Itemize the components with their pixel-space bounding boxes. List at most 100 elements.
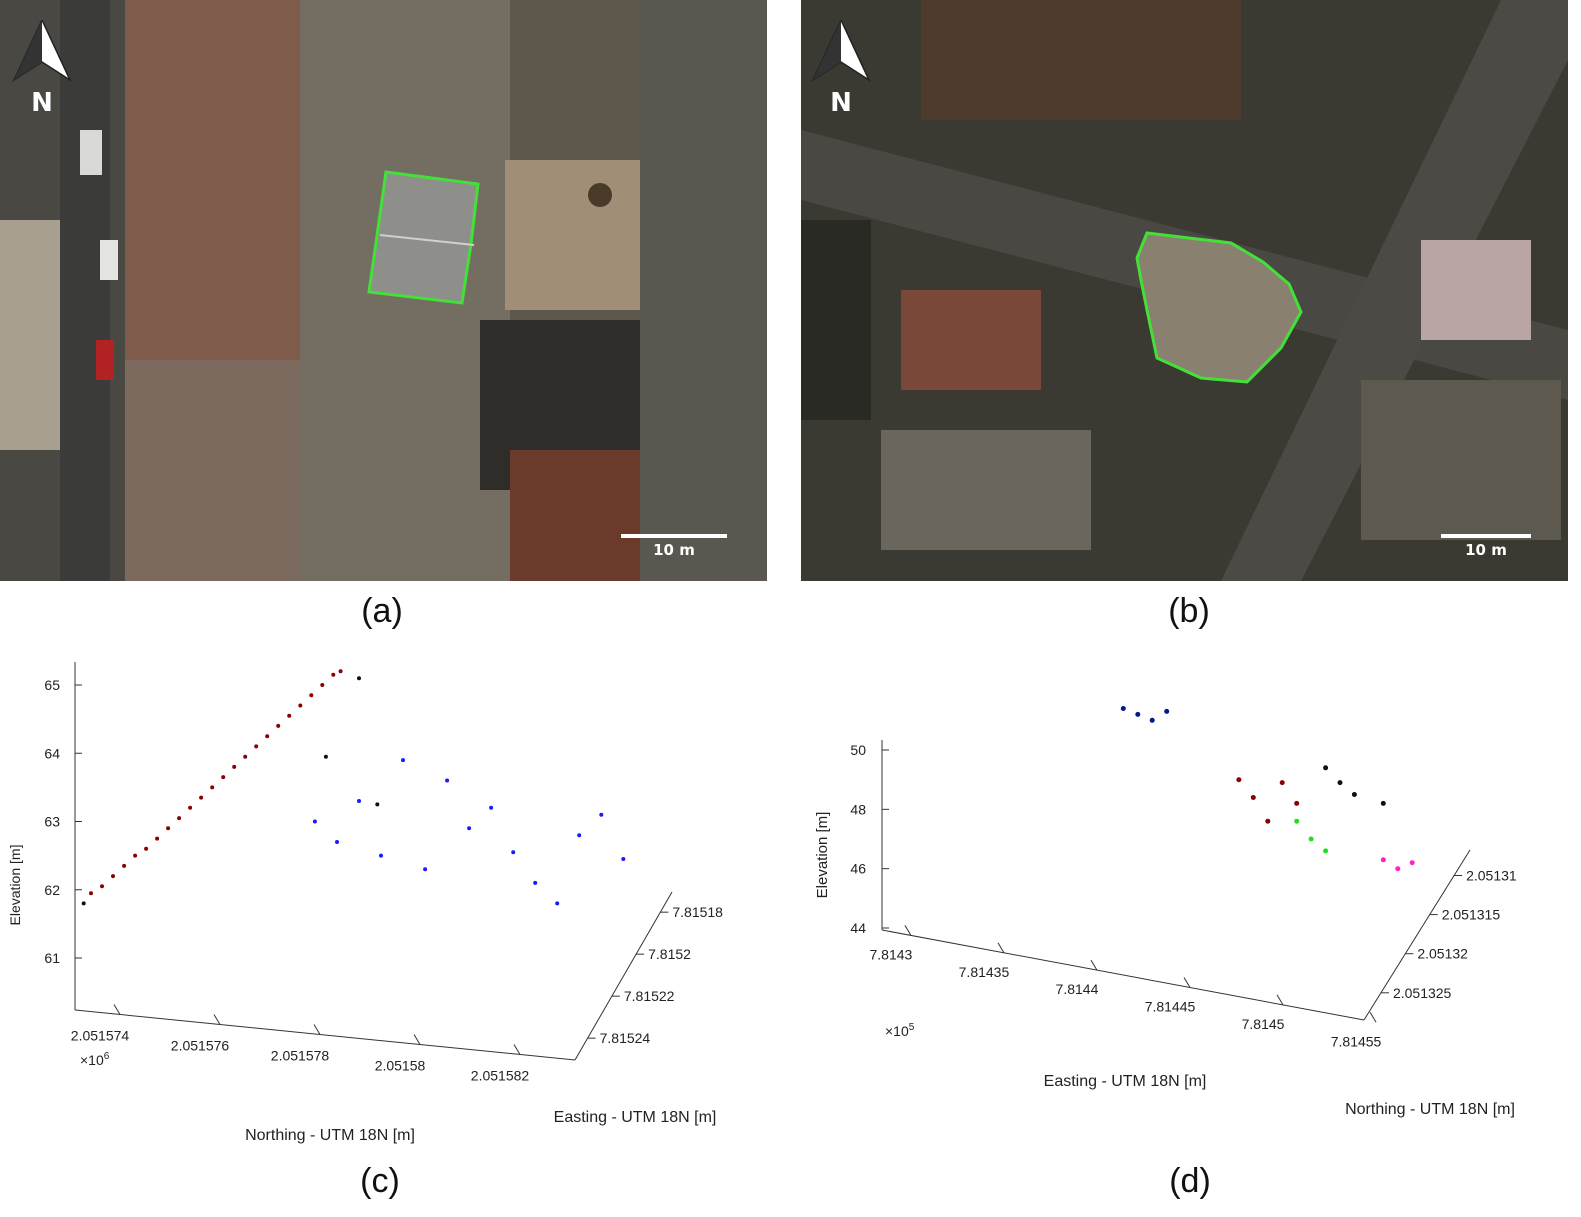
data-point: [265, 734, 270, 739]
data-point: [1351, 792, 1357, 797]
easting-tick-label: 7.81445: [1145, 999, 1196, 1015]
data-point: [1380, 857, 1386, 863]
data-point: [1409, 860, 1415, 866]
easting-tick: [997, 942, 1005, 954]
data-point: [375, 802, 380, 807]
easting-axis-line: [574, 891, 673, 1061]
data-point: [1308, 836, 1314, 842]
easting-tick: [904, 925, 912, 936]
data-point: [423, 867, 428, 872]
data-point: [276, 723, 281, 728]
building-outline-b: [1135, 231, 1303, 384]
aerial-image-b: N 10 m: [801, 0, 1568, 581]
scale-bar-b: 10 m: [1441, 534, 1531, 559]
data-point: [1149, 717, 1155, 723]
data-point: [1120, 706, 1126, 711]
data-point: [445, 778, 450, 783]
caption-d: (d): [1169, 1162, 1211, 1200]
elevation-tick-label: 65: [44, 677, 60, 693]
aerial-image-a: N 10 m: [0, 0, 767, 581]
data-point: [312, 819, 317, 824]
easting-axis-line: [881, 929, 1365, 1021]
northing-multiplier-c: ×106: [80, 1051, 110, 1068]
elevation-tick-label: 63: [44, 814, 60, 830]
data-point: [89, 891, 93, 896]
axes-frame-d: [881, 740, 1471, 1021]
northing-tick-label: 2.051576: [171, 1038, 230, 1054]
elevation-ticks-d: 44 46 48 50: [850, 742, 889, 936]
building-outline-a: [367, 170, 480, 305]
data-point: [254, 744, 259, 749]
northing-tick-label: 2.051578: [271, 1048, 330, 1064]
data-point: [401, 758, 405, 763]
data-point: [243, 754, 248, 759]
northing-tick-label: 2.05132: [1417, 946, 1468, 962]
elevation-ticks-c: 61 62 63 64 65: [44, 677, 82, 966]
scale-bar-label: 10 m: [1465, 541, 1507, 559]
data-point: [555, 901, 560, 906]
data-point: [1164, 708, 1170, 714]
northing-axis-label-c: Northing - UTM 18N [m]: [245, 1127, 415, 1144]
northing-axis-label-d: Northing - UTM 18N [m]: [1345, 1101, 1515, 1118]
data-point: [533, 880, 538, 885]
scale-bar-line: [1441, 534, 1531, 538]
northing-tick-label: 2.051582: [471, 1068, 530, 1084]
data-point: [357, 676, 361, 681]
data-point: [232, 764, 237, 769]
northing-tick: [113, 1004, 121, 1015]
elevation-axis-label-d: Elevation [m]: [814, 812, 831, 899]
data-point: [489, 805, 494, 810]
easting-tick-label: 7.8144: [1056, 981, 1099, 997]
data-points-d: [1120, 706, 1415, 872]
data-point: [111, 874, 115, 879]
north-label: N: [31, 88, 53, 118]
northing-tick-label: 2.05158: [375, 1058, 426, 1074]
data-point: [100, 884, 104, 889]
scale-bar-a: 10 m: [621, 534, 727, 559]
data-point: [599, 812, 604, 817]
axes-frame-c: [74, 662, 673, 1061]
data-point: [298, 703, 303, 708]
data-point: [221, 775, 226, 780]
data-point: [210, 785, 215, 790]
north-label: N: [830, 88, 852, 118]
easting-tick-label: 7.8152: [648, 946, 691, 962]
elevation-tick-label: 50: [850, 742, 866, 758]
data-point: [621, 857, 626, 861]
north-arrow-icon: [12, 18, 72, 83]
northing-tick: [513, 1044, 521, 1055]
easting-tick: [1276, 994, 1284, 1006]
data-point: [379, 853, 383, 858]
elevation-tick-label: 62: [44, 882, 60, 898]
data-point: [81, 901, 86, 906]
aerial-scene-a: [0, 0, 767, 581]
data-point: [511, 850, 516, 855]
data-point: [1279, 780, 1285, 786]
data-point: [133, 853, 138, 858]
northing-tick-label: 2.051315: [1442, 907, 1501, 923]
data-point: [1135, 711, 1141, 717]
elevation-tick-label: 61: [44, 950, 60, 966]
data-point: [199, 795, 204, 800]
north-arrow-a: N: [12, 18, 72, 118]
easting-multiplier-d: ×105: [885, 1022, 915, 1039]
easting-tick-label: 7.8143: [870, 946, 913, 962]
data-point: [1294, 818, 1300, 824]
easting-tick-label: 7.81518: [672, 904, 723, 920]
easting-tick-label: 7.81435: [959, 964, 1010, 980]
caption-c: (c): [360, 1162, 400, 1200]
data-point: [467, 826, 472, 831]
northing-tick: [313, 1024, 321, 1035]
data-point: [323, 754, 328, 759]
data-point: [144, 846, 149, 851]
data-point: [1265, 818, 1271, 824]
data-points-c: [81, 669, 626, 906]
easting-axis-label-d: Easting - UTM 18N [m]: [1044, 1073, 1207, 1090]
easting-tick: [1090, 959, 1098, 971]
easting-ticks-d: 7.8143 7.81435 7.8144 7.81445 7.8145 7.81455: [870, 925, 1382, 1049]
easting-tick: [1369, 1011, 1377, 1023]
caption-a: (a): [361, 592, 403, 630]
elevation-tick-label: 48: [850, 801, 866, 817]
